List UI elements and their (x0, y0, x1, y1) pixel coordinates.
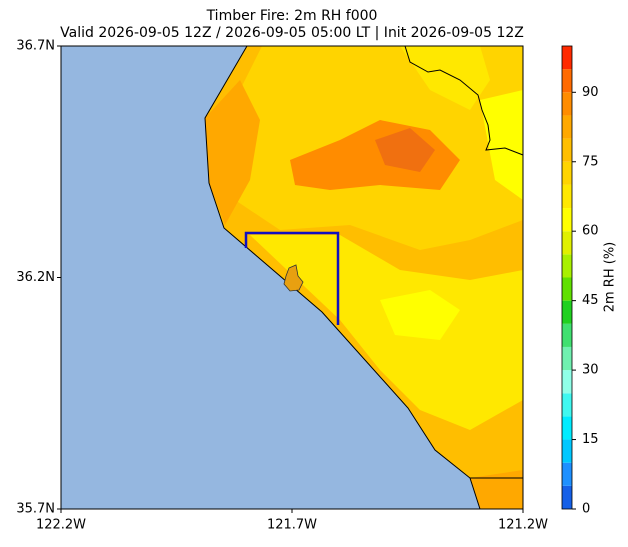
colorbar-band (562, 184, 572, 209)
colorbar-band (562, 46, 572, 70)
colorbar-tick-label: 45 (582, 293, 599, 308)
colorbar-band (562, 92, 572, 116)
rh-region (480, 90, 523, 200)
colorbar-band (562, 370, 572, 394)
colorbar-band (562, 485, 572, 509)
rh-region (375, 128, 435, 172)
x-tick-label: 122.2W (36, 518, 86, 533)
y-tick-label: 36.7N (16, 39, 55, 54)
colorbar-band (562, 300, 572, 324)
colorbar-band (562, 231, 572, 255)
colorbar-band (562, 69, 572, 93)
colorbar-band (562, 323, 572, 347)
colorbar-band (562, 138, 572, 162)
colorbar-band (562, 393, 572, 417)
colorbar-band (562, 462, 572, 486)
colorbar-band (562, 115, 572, 139)
colorbar-label: 2m RH (%) (603, 242, 618, 313)
colorbar-frame (561, 45, 573, 510)
rh-region (470, 470, 523, 509)
y-tick-label: 36.2N (16, 270, 55, 285)
y-tick-label: 35.7N (16, 502, 55, 517)
colorbar-tick-label: 15 (582, 432, 599, 447)
colorbar-tick-label: 90 (582, 85, 599, 100)
chart-title: Timber Fire: 2m RH f000 (206, 8, 378, 24)
fire-perimeter (283, 264, 304, 292)
colorbar-band (562, 254, 572, 278)
colorbar-tick-label: 60 (582, 224, 599, 239)
coastline (204, 45, 481, 510)
x-tick-label: 121.2W (498, 518, 548, 533)
rh-region (400, 46, 490, 110)
rh-region (380, 290, 460, 340)
colorbar-band (562, 439, 572, 463)
colorbar-tick-label: 30 (582, 363, 599, 378)
rh-region (250, 235, 523, 430)
colorbar-band (562, 346, 572, 371)
chart-subtitle: Valid 2026-09-05 12Z / 2026-09-05 05:00 … (60, 25, 524, 41)
colorbar-band (562, 277, 572, 301)
colorbar-tick-label: 0 (582, 502, 590, 517)
colorbar-band (562, 161, 572, 185)
county-border (404, 45, 524, 156)
rh-region (205, 80, 260, 225)
colorbar-tick-label: 75 (582, 154, 599, 169)
x-tick-label: 121.7W (267, 518, 317, 533)
colorbar-band (562, 416, 572, 440)
fire-area-box (244, 231, 340, 325)
colorbar-band (562, 208, 572, 232)
map (60, 45, 524, 510)
